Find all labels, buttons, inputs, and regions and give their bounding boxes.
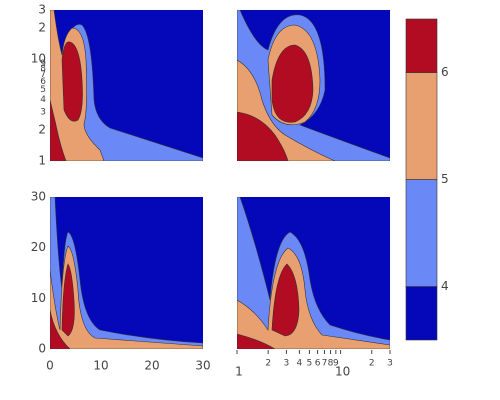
y-tick-label: 30: [31, 190, 46, 204]
x-tick-label: 4: [296, 359, 302, 369]
y-tick-label: 6: [40, 77, 46, 87]
y-tick-label: 5: [40, 85, 46, 95]
y-tick-label: 10: [31, 51, 46, 65]
x-tick-label: 3: [387, 359, 393, 369]
y-tick-label: 2: [38, 21, 46, 35]
y-tick-label: 7: [40, 70, 46, 80]
contour-band: [237, 111, 289, 161]
y-tick-label: 3: [38, 3, 46, 17]
colorbar-band: [405, 179, 438, 287]
y-tick-label: 0: [38, 342, 46, 356]
y-tick-label: 9: [40, 59, 46, 69]
contour-band: [271, 263, 300, 337]
subplot: [50, 10, 203, 161]
y-tick-label: 4: [40, 95, 46, 105]
contour-band: [61, 41, 83, 122]
x-tick-label: 1: [235, 365, 243, 379]
x-tick-label: 9: [333, 359, 339, 369]
x-tick-label: 8: [328, 359, 334, 369]
colorbar-band: [405, 72, 438, 180]
x-tick-label: 6: [315, 359, 321, 369]
x-tick-label: 5: [307, 359, 313, 369]
x-tick-label: 2: [265, 359, 271, 369]
contour-band: [271, 44, 314, 123]
subplot: [237, 197, 390, 349]
subplot: [50, 197, 203, 349]
x-tick-label: 0: [46, 359, 54, 373]
x-tick-label: 10: [335, 365, 350, 379]
x-tick-label: 3: [284, 359, 290, 369]
y-tick-label: 8: [40, 64, 46, 74]
contour-band: [237, 333, 276, 349]
y-tick-label: 1: [38, 154, 46, 168]
x-tick-label: 30: [195, 359, 210, 373]
contour-band: [50, 99, 67, 161]
contour-band: [50, 245, 203, 349]
contour-band: [50, 309, 71, 349]
colorbar-tick-label: 6: [441, 65, 449, 79]
x-tick-label: 2: [369, 359, 375, 369]
y-tick-label: 2: [38, 123, 46, 137]
colorbar-band: [405, 18, 438, 73]
colorbar-tick-label: 5: [441, 172, 449, 186]
y-tick-label: 20: [31, 240, 46, 254]
x-tick-label: 7: [322, 359, 328, 369]
x-tick-label: 10: [93, 359, 108, 373]
y-tick-label: 10: [31, 291, 46, 305]
y-tick-label: 3: [40, 108, 46, 118]
colorbar-band: [405, 286, 438, 341]
contour-band: [61, 263, 75, 337]
subplot: [237, 10, 390, 161]
colorbar-tick-label: 4: [441, 279, 449, 293]
x-tick-label: 20: [144, 359, 159, 373]
